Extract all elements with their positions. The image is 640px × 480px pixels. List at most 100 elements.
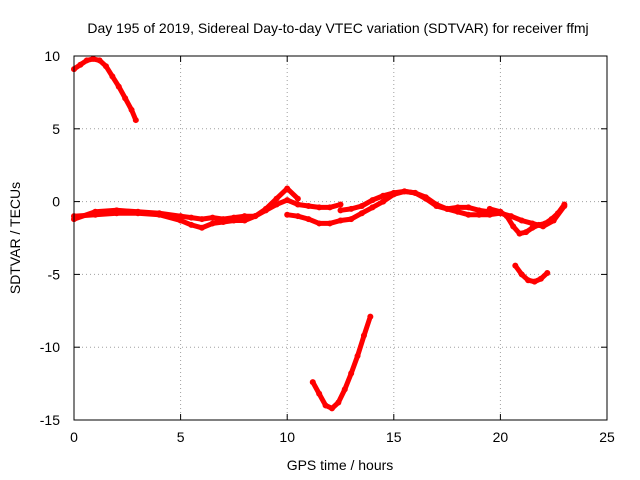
data-point	[412, 189, 419, 196]
data-point	[358, 202, 365, 209]
x-tick-label: 20	[493, 429, 509, 445]
data-point	[326, 204, 333, 211]
data-point	[337, 217, 344, 224]
data-point	[369, 197, 376, 204]
data-point	[102, 63, 109, 70]
data-point	[177, 217, 184, 224]
data-point	[284, 211, 291, 218]
data-series	[71, 55, 568, 412]
data-point	[305, 202, 312, 209]
data-point	[476, 207, 483, 214]
data-point	[542, 220, 549, 227]
data-point	[96, 57, 103, 64]
data-point	[337, 207, 344, 214]
data-point	[294, 201, 301, 208]
data-point	[401, 188, 408, 195]
grid	[74, 56, 607, 420]
data-point	[497, 208, 504, 215]
data-point	[348, 216, 355, 223]
y-tick-label: -5	[48, 266, 61, 282]
data-point	[360, 332, 367, 339]
data-point	[284, 197, 291, 204]
data-point	[230, 214, 237, 221]
data-point	[525, 277, 532, 284]
data-point	[92, 208, 99, 215]
data-point	[294, 213, 301, 220]
y-tick-label: 0	[52, 194, 60, 210]
y-tick-label: 5	[52, 121, 60, 137]
y-tick-label: 10	[44, 48, 60, 64]
data-point	[561, 201, 568, 208]
data-point	[305, 216, 312, 223]
data-point	[433, 202, 440, 209]
data-point	[241, 213, 248, 220]
data-point	[390, 189, 397, 196]
data-point	[90, 55, 97, 62]
data-point	[132, 117, 139, 124]
data-point	[128, 106, 135, 113]
data-point	[476, 211, 483, 218]
data-point	[518, 217, 525, 224]
data-point	[156, 210, 163, 217]
data-point	[454, 208, 461, 215]
data-point	[77, 61, 84, 68]
data-point	[273, 195, 280, 202]
data-point	[465, 211, 472, 218]
data-point	[554, 210, 561, 217]
data-point	[337, 201, 344, 208]
data-point	[348, 205, 355, 212]
data-point	[328, 405, 335, 412]
data-point	[122, 95, 129, 102]
data-point	[83, 57, 90, 64]
data-point	[209, 220, 216, 227]
y-tick-label: -10	[40, 339, 60, 355]
data-point	[380, 198, 387, 205]
data-point	[209, 214, 216, 221]
data-point	[316, 390, 323, 397]
data-point	[465, 204, 472, 211]
data-point	[535, 221, 542, 228]
data-point	[512, 262, 519, 269]
data-point	[380, 192, 387, 199]
data-point	[422, 195, 429, 202]
x-tick-label: 5	[177, 429, 185, 445]
data-point	[262, 207, 269, 214]
data-point	[115, 83, 122, 90]
x-tick-label: 0	[70, 429, 78, 445]
data-point	[531, 278, 538, 285]
data-point	[444, 205, 451, 212]
series-arc-5	[338, 188, 567, 229]
data-point	[177, 213, 184, 220]
data-point	[109, 73, 116, 80]
data-point	[198, 216, 205, 223]
data-point	[188, 214, 195, 221]
data-point	[544, 269, 551, 276]
data-point	[316, 204, 323, 211]
axis-ticks: 0 5 10 15 20 25 -15 -10 -5 0 5 10	[40, 48, 615, 445]
y-tick-label: -15	[40, 412, 60, 428]
data-point	[548, 216, 555, 223]
data-point	[188, 221, 195, 228]
data-point	[486, 205, 493, 212]
data-point	[316, 220, 323, 227]
data-point	[134, 208, 141, 215]
data-point	[529, 224, 536, 231]
data-point	[220, 216, 227, 223]
data-point	[516, 230, 523, 237]
plot-frame	[73, 55, 608, 421]
data-point	[454, 204, 461, 211]
data-point	[322, 402, 329, 409]
data-point	[518, 271, 525, 278]
x-tick-label: 15	[386, 429, 402, 445]
x-tick-label: 10	[279, 429, 295, 445]
data-point	[358, 210, 365, 217]
data-point	[335, 399, 342, 406]
data-point	[341, 386, 348, 393]
data-point	[537, 275, 544, 282]
data-point	[522, 229, 529, 236]
data-point	[369, 204, 376, 211]
data-point	[241, 217, 248, 224]
data-point	[510, 223, 517, 230]
data-point	[113, 207, 120, 214]
